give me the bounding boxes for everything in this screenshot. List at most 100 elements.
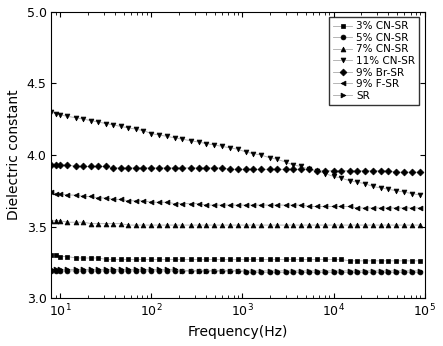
11% CN-SR xyxy=(58,113,63,117)
9% F-SR xyxy=(149,200,154,204)
9% Br-SR xyxy=(141,166,146,170)
5% CN-SR xyxy=(283,270,288,274)
11% CN-SR xyxy=(180,137,185,141)
9% Br-SR xyxy=(299,167,304,171)
9% F-SR xyxy=(126,199,131,203)
7% CN-SR xyxy=(274,223,280,227)
11% CN-SR xyxy=(283,160,288,164)
SR xyxy=(180,269,185,273)
7% CN-SR xyxy=(53,219,58,223)
9% F-SR xyxy=(203,203,209,207)
Line: 9% Br-SR: 9% Br-SR xyxy=(49,163,423,175)
3% CN-SR xyxy=(104,257,109,262)
9% Br-SR xyxy=(250,167,256,171)
5% CN-SR xyxy=(274,270,280,274)
5% CN-SR xyxy=(370,270,376,274)
3% CN-SR xyxy=(165,257,170,262)
3% CN-SR xyxy=(141,257,146,262)
11% CN-SR xyxy=(89,119,94,123)
9% Br-SR xyxy=(402,170,407,174)
7% CN-SR xyxy=(307,223,312,227)
SR xyxy=(258,269,264,273)
5% CN-SR xyxy=(196,269,201,273)
3% CN-SR xyxy=(220,257,225,262)
SR xyxy=(89,267,94,272)
3% CN-SR xyxy=(307,257,312,262)
9% F-SR xyxy=(283,203,288,207)
SR xyxy=(299,269,304,273)
SR xyxy=(267,269,272,273)
3% CN-SR xyxy=(283,257,288,262)
9% Br-SR xyxy=(338,169,343,173)
11% CN-SR xyxy=(49,110,54,114)
9% F-SR xyxy=(188,202,193,206)
SR xyxy=(409,269,415,273)
3% CN-SR xyxy=(274,257,280,262)
9% F-SR xyxy=(323,204,328,209)
9% F-SR xyxy=(291,203,296,207)
9% F-SR xyxy=(104,196,109,200)
5% CN-SR xyxy=(315,270,320,274)
9% F-SR xyxy=(141,199,146,203)
Line: 9% F-SR: 9% F-SR xyxy=(49,190,423,210)
9% Br-SR xyxy=(53,163,58,167)
9% F-SR xyxy=(81,194,86,199)
9% F-SR xyxy=(49,190,54,194)
11% CN-SR xyxy=(409,192,415,196)
3% CN-SR xyxy=(402,259,407,263)
9% Br-SR xyxy=(49,163,54,167)
9% F-SR xyxy=(315,204,320,209)
9% Br-SR xyxy=(81,164,86,169)
3% CN-SR xyxy=(65,254,70,258)
11% CN-SR xyxy=(307,167,312,171)
7% CN-SR xyxy=(49,219,54,223)
11% CN-SR xyxy=(172,136,177,140)
11% CN-SR xyxy=(291,163,296,167)
9% F-SR xyxy=(274,203,280,207)
3% CN-SR xyxy=(49,253,54,257)
SR xyxy=(165,267,170,272)
5% CN-SR xyxy=(211,269,217,273)
9% F-SR xyxy=(58,192,63,196)
5% CN-SR xyxy=(110,269,116,273)
9% Br-SR xyxy=(95,164,101,169)
7% CN-SR xyxy=(258,223,264,227)
3% CN-SR xyxy=(81,256,86,260)
11% CN-SR xyxy=(394,189,399,193)
9% F-SR xyxy=(394,206,399,210)
5% CN-SR xyxy=(53,269,58,273)
5% CN-SR xyxy=(307,270,312,274)
7% CN-SR xyxy=(149,223,154,227)
Line: SR: SR xyxy=(49,267,423,273)
3% CN-SR xyxy=(58,254,63,258)
3% CN-SR xyxy=(250,257,256,262)
3% CN-SR xyxy=(347,259,352,263)
3% CN-SR xyxy=(409,259,415,263)
5% CN-SR xyxy=(250,270,256,274)
7% CN-SR xyxy=(196,223,201,227)
11% CN-SR xyxy=(323,172,328,176)
9% F-SR xyxy=(89,194,94,199)
9% Br-SR xyxy=(386,169,391,173)
3% CN-SR xyxy=(156,257,161,262)
7% CN-SR xyxy=(250,223,256,227)
3% CN-SR xyxy=(89,256,94,260)
SR xyxy=(227,269,233,273)
9% F-SR xyxy=(338,204,343,209)
7% CN-SR xyxy=(370,223,376,227)
9% Br-SR xyxy=(126,166,131,170)
11% CN-SR xyxy=(126,126,131,130)
5% CN-SR xyxy=(386,270,391,274)
3% CN-SR xyxy=(235,257,241,262)
9% Br-SR xyxy=(347,169,352,173)
3% CN-SR xyxy=(315,257,320,262)
3% CN-SR xyxy=(338,257,343,262)
11% CN-SR xyxy=(211,143,217,147)
SR xyxy=(244,269,249,273)
9% Br-SR xyxy=(211,166,217,170)
7% CN-SR xyxy=(188,223,193,227)
9% Br-SR xyxy=(58,163,63,167)
5% CN-SR xyxy=(220,269,225,273)
5% CN-SR xyxy=(203,269,209,273)
7% CN-SR xyxy=(104,221,109,226)
